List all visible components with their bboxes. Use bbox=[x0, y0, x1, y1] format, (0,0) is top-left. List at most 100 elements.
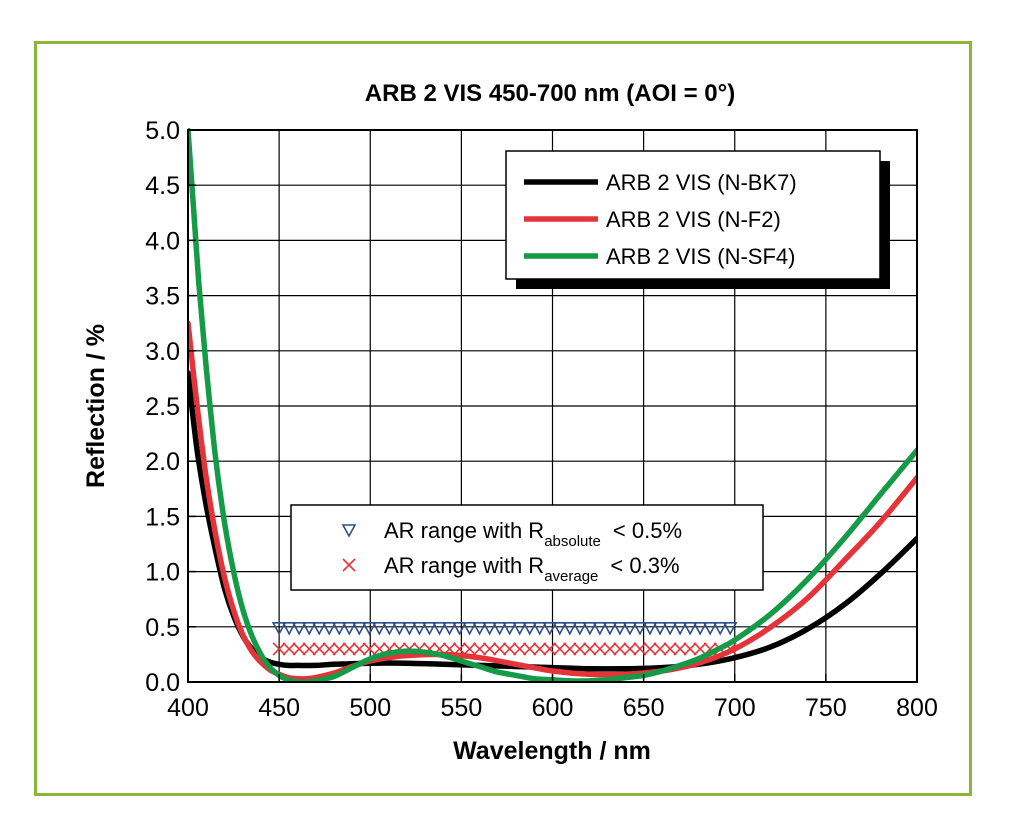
absolute-range-marker bbox=[382, 621, 397, 636]
average-range-marker bbox=[352, 642, 366, 656]
average-range-marker bbox=[292, 642, 306, 656]
chart-title: ARB 2 VIS 450-700 nm (AOI = 0°) bbox=[365, 80, 735, 107]
average-range-marker bbox=[473, 642, 487, 656]
absolute-range-marker bbox=[452, 621, 467, 636]
absolute-range-marker bbox=[502, 621, 518, 636]
average-range-marker bbox=[272, 642, 286, 656]
absolute-range-marker bbox=[281, 621, 297, 636]
absolute-range-marker bbox=[462, 621, 477, 636]
average-range-marker bbox=[673, 642, 687, 656]
average-range-marker bbox=[503, 642, 517, 656]
series-line-2 bbox=[188, 128, 917, 682]
average-range-marker bbox=[683, 642, 697, 656]
average-range-marker bbox=[663, 642, 677, 656]
y-tick-label: 1.5 bbox=[145, 503, 180, 531]
absolute-range-marker bbox=[412, 621, 427, 636]
y-tick-label: 1.0 bbox=[145, 559, 180, 587]
x-axis-ticks: 400 450 500 550 600 650 700 750 800 bbox=[167, 674, 938, 722]
average-range-marker bbox=[563, 642, 577, 656]
absolute-range-marker bbox=[321, 621, 337, 636]
average-range-marker bbox=[463, 642, 477, 656]
x-tick-label: 400 bbox=[167, 694, 209, 722]
absolute-range-marker bbox=[562, 621, 578, 636]
x-tick-label: 750 bbox=[805, 694, 847, 722]
y-tick-label: 2.5 bbox=[145, 393, 180, 421]
x-tick-label: 550 bbox=[441, 694, 483, 722]
absolute-range-marker bbox=[622, 621, 638, 636]
y-tick-label: 3.0 bbox=[145, 338, 180, 366]
legend-label: ARB 2 VIS (N-F2) bbox=[606, 207, 781, 232]
absolute-range-marker bbox=[692, 621, 708, 636]
legend-label: ARB 2 VIS (N-BK7) bbox=[606, 170, 797, 195]
series-lines bbox=[188, 128, 917, 682]
absolute-range-marker bbox=[271, 621, 287, 636]
absolute-range-marker bbox=[392, 621, 407, 636]
y-tick-label: 4.0 bbox=[145, 227, 180, 255]
average-range-marker bbox=[553, 642, 567, 656]
absolute-range-marker bbox=[582, 621, 598, 636]
absolute-range-marker bbox=[432, 621, 447, 636]
average-range-marker bbox=[282, 642, 296, 656]
absolute-range-marker bbox=[672, 621, 688, 636]
average-range-marker bbox=[533, 642, 547, 656]
absolute-range-marker bbox=[311, 621, 327, 636]
absolute-range-marker bbox=[442, 621, 457, 636]
marker-legend-symbol bbox=[341, 524, 357, 538]
absolute-range-marker bbox=[612, 621, 628, 636]
absolute-range-marker bbox=[341, 621, 357, 636]
average-range-marker bbox=[513, 642, 527, 656]
absolute-range-marker bbox=[482, 621, 497, 636]
y-tick-label: 3.5 bbox=[145, 283, 180, 311]
absolute-range-marker bbox=[542, 621, 558, 636]
average-range-marker bbox=[523, 642, 537, 656]
average-range-marker bbox=[573, 642, 587, 656]
average-range-marker bbox=[693, 642, 707, 656]
y-tick-label: 0.0 bbox=[145, 669, 180, 697]
average-range-marker bbox=[643, 642, 657, 656]
x-tick-label: 700 bbox=[714, 694, 756, 722]
average-range-marker bbox=[653, 642, 667, 656]
average-range-marker bbox=[322, 642, 336, 656]
absolute-range-marker bbox=[632, 621, 648, 636]
x-tick-label: 450 bbox=[258, 694, 300, 722]
x-tick-label: 600 bbox=[532, 694, 574, 722]
x-tick-label: 500 bbox=[349, 694, 391, 722]
absolute-range-marker bbox=[682, 621, 698, 636]
absolute-range-marker bbox=[722, 621, 738, 636]
absolute-range-marker bbox=[492, 621, 507, 636]
x-tick-label: 800 bbox=[896, 694, 938, 722]
marker-legend-symbol bbox=[342, 558, 356, 572]
absolute-range-marker bbox=[301, 621, 317, 636]
average-range-marker bbox=[583, 642, 597, 656]
average-range-marker bbox=[613, 642, 627, 656]
average-range-marker bbox=[603, 642, 617, 656]
average-range-marker bbox=[312, 642, 326, 656]
ar-range-markers bbox=[271, 621, 738, 656]
average-range-marker bbox=[362, 642, 376, 656]
absolute-range-marker bbox=[351, 621, 367, 636]
marker-legend: AR range with Rabsolute < 0.5%AR range wi… bbox=[290, 504, 764, 591]
y-axis-title: Reflection / % bbox=[82, 324, 110, 488]
y-axis-ticks: 0.0 0.5 1.0 1.5 2.0 2.5 3.0 3.5 4.0 4.5 5.0 bbox=[145, 117, 196, 697]
absolute-range-marker bbox=[572, 621, 588, 636]
average-range-marker bbox=[342, 642, 356, 656]
average-range-marker bbox=[493, 642, 507, 656]
average-range-marker bbox=[302, 642, 316, 656]
absolute-range-marker bbox=[662, 621, 678, 636]
absolute-range-marker bbox=[361, 621, 377, 636]
legend-label: ARB 2 VIS (N-SF4) bbox=[606, 244, 795, 269]
average-range-marker bbox=[543, 642, 557, 656]
absolute-range-marker bbox=[372, 621, 387, 636]
marker-legend-box bbox=[290, 504, 764, 591]
absolute-range-marker bbox=[512, 621, 528, 636]
x-tick-label: 650 bbox=[623, 694, 665, 722]
absolute-range-marker bbox=[402, 621, 417, 636]
average-range-marker bbox=[623, 642, 637, 656]
average-range-marker bbox=[633, 642, 647, 656]
absolute-range-marker bbox=[712, 621, 728, 636]
absolute-range-marker bbox=[552, 621, 568, 636]
absolute-range-marker bbox=[331, 621, 347, 636]
absolute-range-marker bbox=[472, 621, 487, 636]
absolute-range-marker bbox=[532, 621, 548, 636]
